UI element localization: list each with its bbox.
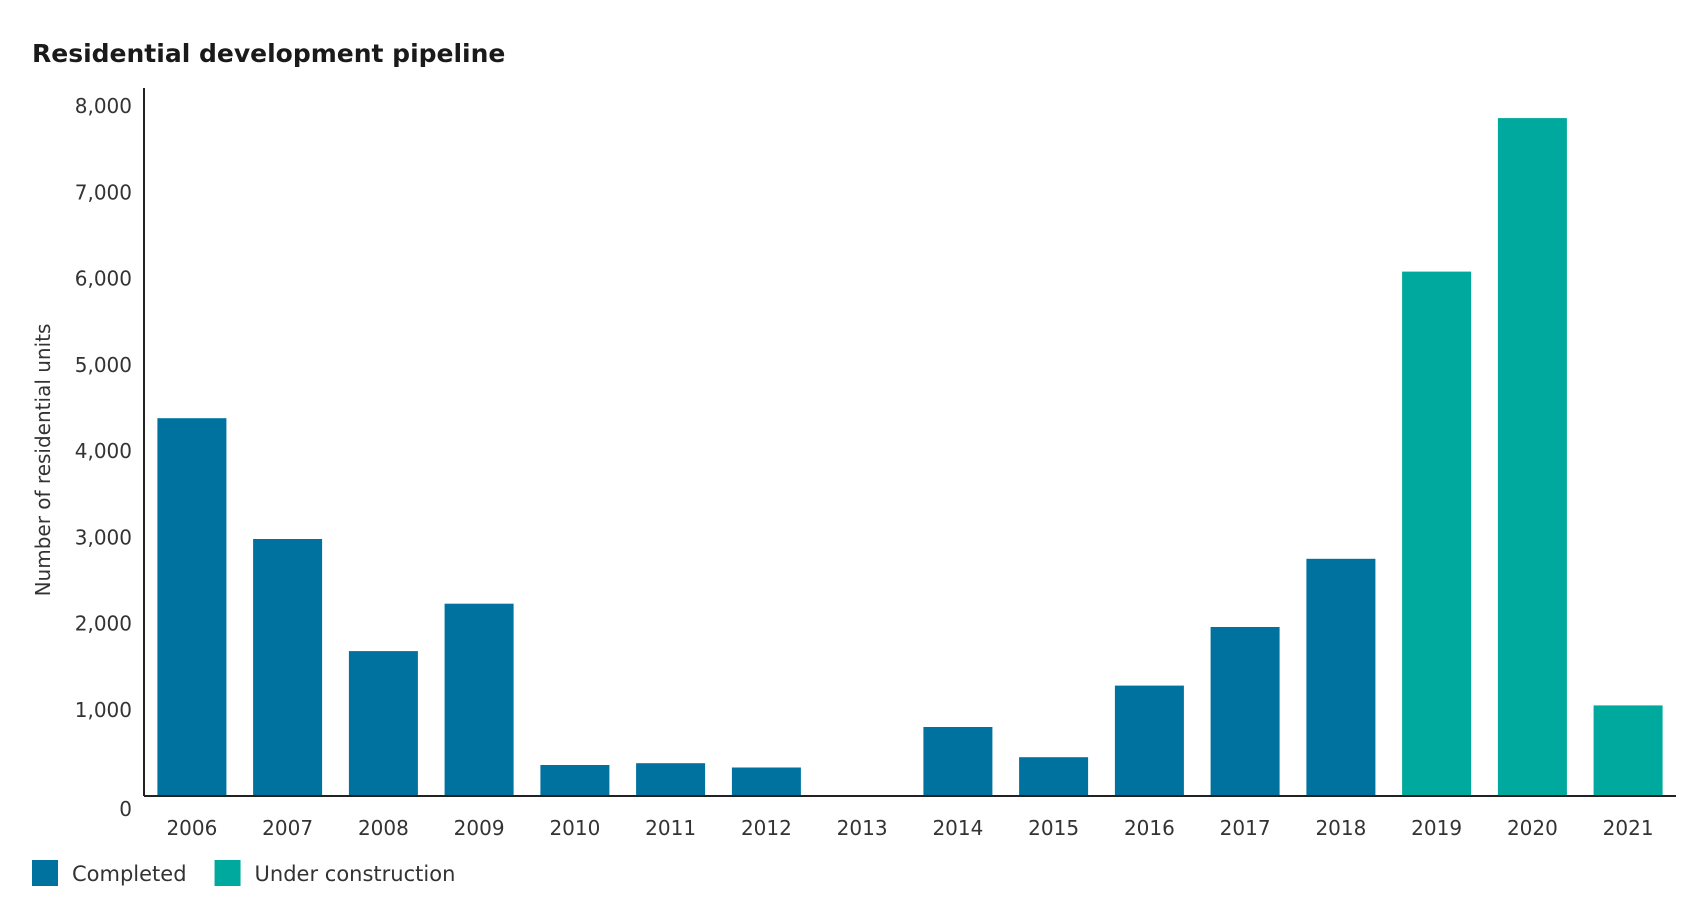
x-axis-ticks: 2006 2007 2008 2009 2010 2011 2012 2013 2014 2015… [166,816,1653,840]
x-tick-label: 2009 [454,816,505,840]
x-tick-label: 2008 [358,816,409,840]
bar-2007 [253,539,323,796]
bar-2020 [1497,118,1567,797]
y-tick-label: 8,000 [75,94,132,118]
y-tick-label: 2,000 [75,612,132,636]
x-tick-label: 2020 [1507,816,1558,840]
y-axis-ticks: 0 1,000 2,000 3,000 4,000 5,000 6,000 7,000 8,00… [75,94,132,821]
bar-2014 [923,727,993,796]
y-tick-label: 0 [119,797,132,821]
bar-2006 [157,418,227,796]
bar-2018 [1306,558,1376,796]
chart-title: Residential development pipeline [32,39,505,68]
x-tick-label: 2021 [1603,816,1654,840]
bar-2016 [1114,685,1184,796]
x-tick-label: 2010 [549,816,600,840]
x-tick-label: 2012 [741,816,792,840]
bar-2008 [348,651,418,796]
bar-2010 [540,765,610,796]
legend: Completed Under construction [32,860,455,886]
x-tick-label: 2019 [1411,816,1462,840]
x-tick-label: 2016 [1124,816,1175,840]
y-tick-label: 5,000 [75,353,132,377]
x-tick-label: 2017 [1220,816,1271,840]
x-tick-label: 2018 [1315,816,1366,840]
legend-swatch [214,860,241,886]
bar-2009 [444,603,514,796]
legend-label: Completed [72,862,187,886]
x-tick-label: 2013 [837,816,888,840]
legend-label: Under construction [255,862,456,886]
bar-2017 [1210,627,1280,796]
x-tick-label: 2011 [645,816,696,840]
x-tick-label: 2006 [166,816,217,840]
legend-swatch [32,860,58,886]
x-tick-label: 2014 [932,816,983,840]
y-tick-label: 6,000 [75,267,132,291]
y-tick-label: 3,000 [75,525,132,549]
y-tick-label: 7,000 [75,180,132,204]
bar-2012 [731,767,801,796]
bar-2021 [1593,705,1663,796]
y-tick-label: 4,000 [75,439,132,463]
bars [157,118,1663,797]
x-tick-label: 2015 [1028,816,1079,840]
bar-2011 [636,763,706,796]
x-tick-label: 2007 [262,816,313,840]
y-tick-label: 1,000 [75,698,132,722]
bar-2015 [1019,757,1089,796]
y-axis-title: Number of residential units [31,324,55,597]
bar-2019 [1402,271,1472,797]
